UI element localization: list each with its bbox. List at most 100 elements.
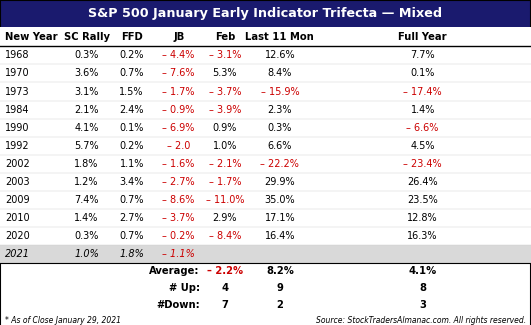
- Text: 7: 7: [221, 300, 228, 310]
- Bar: [0, 119, 531, 136]
- Bar: [0, 100, 531, 119]
- Text: 1984: 1984: [5, 105, 30, 114]
- Text: 0.7%: 0.7%: [119, 231, 144, 241]
- Bar: [0, 27, 531, 46]
- Text: 0.3%: 0.3%: [74, 50, 99, 60]
- Bar: [0, 155, 531, 173]
- Text: 4.5%: 4.5%: [410, 141, 435, 151]
- Text: – 8.4%: – 8.4%: [209, 231, 241, 241]
- Text: 0.7%: 0.7%: [119, 195, 144, 205]
- Text: 2.4%: 2.4%: [119, 105, 144, 114]
- Text: – 0.9%: – 0.9%: [162, 105, 195, 114]
- Text: 0.2%: 0.2%: [119, 141, 144, 151]
- Text: 3: 3: [419, 300, 426, 310]
- Text: – 3.7%: – 3.7%: [162, 213, 195, 223]
- Text: 8: 8: [419, 283, 426, 293]
- Text: 5.7%: 5.7%: [74, 141, 99, 151]
- Text: 0.3%: 0.3%: [74, 231, 99, 241]
- Text: – 6.9%: – 6.9%: [162, 123, 195, 133]
- Text: Source: StockTradersAlmanac.com. All rights reserved.: Source: StockTradersAlmanac.com. All rig…: [315, 316, 526, 325]
- Text: 1.0%: 1.0%: [74, 249, 99, 259]
- Text: 4.1%: 4.1%: [408, 266, 437, 276]
- Bar: [0, 46, 531, 64]
- Text: – 22.2%: – 22.2%: [260, 159, 299, 169]
- Text: 3.1%: 3.1%: [74, 86, 99, 97]
- Text: 2.3%: 2.3%: [268, 105, 292, 114]
- Text: 0.1%: 0.1%: [410, 69, 435, 78]
- Bar: [0, 83, 531, 100]
- Text: – 11.0%: – 11.0%: [205, 195, 244, 205]
- Text: 0.9%: 0.9%: [213, 123, 237, 133]
- Bar: [0, 0, 531, 27]
- Text: – 3.1%: – 3.1%: [209, 50, 241, 60]
- Text: 2003: 2003: [5, 177, 30, 187]
- Text: 4: 4: [221, 283, 228, 293]
- Text: 9: 9: [277, 283, 283, 293]
- Text: 1990: 1990: [5, 123, 30, 133]
- Text: – 4.4%: – 4.4%: [162, 50, 195, 60]
- Text: 1970: 1970: [5, 69, 30, 78]
- Bar: [0, 191, 531, 209]
- Text: Last 11 Mon: Last 11 Mon: [245, 32, 314, 42]
- Text: 2.1%: 2.1%: [74, 105, 99, 114]
- Text: – 8.6%: – 8.6%: [162, 195, 195, 205]
- Text: 26.4%: 26.4%: [407, 177, 438, 187]
- Text: 1.5%: 1.5%: [119, 86, 144, 97]
- Text: – 15.9%: – 15.9%: [261, 86, 299, 97]
- Text: 2.7%: 2.7%: [119, 213, 144, 223]
- Text: 16.3%: 16.3%: [407, 231, 438, 241]
- Text: Full Year: Full Year: [398, 32, 447, 42]
- Text: 1992: 1992: [5, 141, 30, 151]
- Text: 1968: 1968: [5, 50, 30, 60]
- Text: – 2.0: – 2.0: [167, 141, 191, 151]
- Text: New Year: New Year: [5, 32, 58, 42]
- Text: 17.1%: 17.1%: [264, 213, 295, 223]
- Text: – 23.4%: – 23.4%: [404, 159, 442, 169]
- Bar: [0, 245, 531, 263]
- Text: 3.4%: 3.4%: [119, 177, 144, 187]
- Text: 12.8%: 12.8%: [407, 213, 438, 223]
- Text: – 2.2%: – 2.2%: [207, 266, 243, 276]
- Text: 2.9%: 2.9%: [212, 213, 237, 223]
- Text: – 3.7%: – 3.7%: [209, 86, 241, 97]
- Text: * As of Close January 29, 2021: * As of Close January 29, 2021: [5, 316, 121, 325]
- Text: 2: 2: [277, 300, 283, 310]
- Text: S&P 500 January Early Indicator Trifecta — Mixed: S&P 500 January Early Indicator Trifecta…: [89, 7, 442, 20]
- Text: 0.1%: 0.1%: [119, 123, 144, 133]
- Text: 2010: 2010: [5, 213, 30, 223]
- Text: 35.0%: 35.0%: [264, 195, 295, 205]
- Text: 2002: 2002: [5, 159, 30, 169]
- Text: 23.5%: 23.5%: [407, 195, 438, 205]
- Text: JB: JB: [173, 32, 184, 42]
- Text: – 2.1%: – 2.1%: [209, 159, 241, 169]
- Text: 1.2%: 1.2%: [74, 177, 99, 187]
- Text: 0.7%: 0.7%: [119, 69, 144, 78]
- Text: Average:: Average:: [149, 266, 200, 276]
- Bar: [0, 64, 531, 83]
- Text: – 6.6%: – 6.6%: [407, 123, 439, 133]
- Text: # Up:: # Up:: [169, 283, 200, 293]
- Bar: [0, 227, 531, 245]
- Text: – 1.7%: – 1.7%: [162, 86, 195, 97]
- Text: 16.4%: 16.4%: [264, 231, 295, 241]
- Text: – 7.6%: – 7.6%: [162, 69, 195, 78]
- Text: – 1.7%: – 1.7%: [209, 177, 241, 187]
- Text: 2020: 2020: [5, 231, 30, 241]
- Text: – 2.7%: – 2.7%: [162, 177, 195, 187]
- Text: – 0.2%: – 0.2%: [162, 231, 195, 241]
- Text: – 3.9%: – 3.9%: [209, 105, 241, 114]
- Text: 5.3%: 5.3%: [212, 69, 237, 78]
- Text: – 1.6%: – 1.6%: [162, 159, 195, 169]
- Text: 1.0%: 1.0%: [213, 141, 237, 151]
- Text: 1.4%: 1.4%: [74, 213, 99, 223]
- Text: 1.8%: 1.8%: [119, 249, 144, 259]
- Text: 29.9%: 29.9%: [264, 177, 295, 187]
- Text: – 17.4%: – 17.4%: [404, 86, 442, 97]
- Text: #Down:: #Down:: [156, 300, 200, 310]
- Text: 12.6%: 12.6%: [264, 50, 295, 60]
- Bar: [0, 209, 531, 227]
- Text: SC Rally: SC Rally: [64, 32, 109, 42]
- Text: 1.1%: 1.1%: [119, 159, 144, 169]
- Text: FFD: FFD: [121, 32, 142, 42]
- Text: – 1.1%: – 1.1%: [162, 249, 195, 259]
